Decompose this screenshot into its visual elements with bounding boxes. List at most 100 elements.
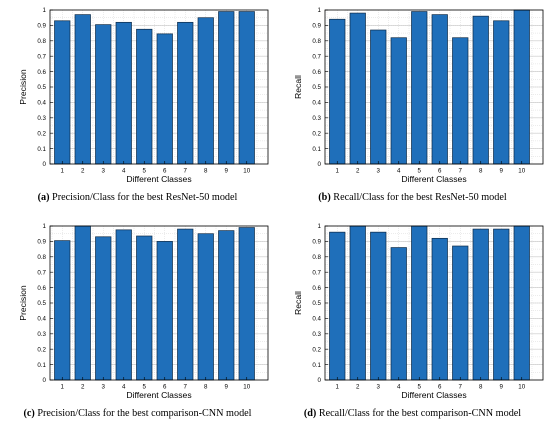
caption-tag-c: (c): [23, 408, 35, 419]
bar-class-6: [431, 14, 448, 165]
bar-class-1: [329, 231, 346, 381]
bar-class-9: [218, 230, 235, 381]
y-axis-label: Recall: [293, 291, 303, 315]
bar-class-4: [390, 247, 407, 381]
y-tick-label: 1: [43, 223, 47, 230]
x-tick-label: 10: [243, 384, 250, 391]
y-tick-label: 0.4: [312, 100, 321, 107]
x-axis-label: Different Classes: [126, 174, 191, 184]
bar-class-4: [390, 37, 407, 165]
y-tick-label: 0.1: [312, 362, 321, 369]
x-tick-label: 2: [356, 168, 360, 175]
bar-class-9: [493, 228, 510, 381]
x-tick-label: 8: [204, 384, 208, 391]
y-tick-label: 0.7: [37, 269, 46, 276]
y-tick-label: 0: [318, 161, 322, 168]
x-tick-label: 3: [102, 168, 106, 175]
y-tick-label: 1: [318, 223, 322, 230]
x-tick-label: 6: [438, 168, 442, 175]
y-tick-label: 0.5: [312, 300, 321, 307]
x-tick-label: 1: [61, 384, 65, 391]
x-tick-label: 4: [122, 168, 126, 175]
y-tick-label: 0: [43, 161, 47, 168]
caption-tag-d: (d): [303, 408, 317, 419]
x-tick-label: 4: [122, 384, 126, 391]
y-tick-label: 0.1: [37, 146, 46, 153]
y-tick-label: 0.8: [312, 254, 321, 261]
y-tick-label: 1: [318, 7, 322, 14]
y-tick-label: 0.4: [37, 100, 46, 107]
caption-text-b: Recall/Class for the best ResNet-50 mode…: [333, 192, 507, 203]
y-tick-label: 0.6: [37, 285, 46, 292]
x-tick-label: 5: [143, 168, 147, 175]
y-tick-label: 0.6: [312, 69, 321, 76]
bar-class-2: [349, 225, 366, 381]
x-tick-label: 1: [336, 168, 340, 175]
bar-class-6: [431, 237, 448, 381]
bar-class-10: [513, 9, 530, 165]
y-tick-label: 0.5: [312, 84, 321, 91]
bar-class-9: [493, 20, 510, 165]
y-tick-label: 0.8: [37, 254, 46, 261]
x-tick-label: 7: [459, 384, 463, 391]
y-tick-label: 0.7: [312, 269, 321, 276]
x-tick-label: 5: [143, 384, 147, 391]
bar-class-4: [115, 21, 132, 165]
panel-d: 0 0.1 0.2 0.3 0.4 0.5 0.6 0.7 0.8 0.9 1 1 2 3 4 5 6 7 8 9 10…: [275, 216, 550, 432]
x-tick-label: 10: [518, 168, 525, 175]
x-tick-label: 9: [225, 384, 229, 391]
bar-class-9: [218, 11, 235, 165]
bar-class-10: [513, 225, 530, 381]
caption-a: (a) Precision/Class for the best ResNet-…: [0, 192, 275, 203]
bar-class-8: [197, 17, 214, 165]
y-tick-label: 0.2: [37, 346, 46, 353]
y-tick-label: 0: [43, 377, 47, 384]
caption-text-a: Precision/Class for the best ResNet-50 m…: [52, 192, 238, 203]
x-tick-label: 2: [81, 168, 85, 175]
bar-class-8: [197, 233, 214, 381]
x-tick-label: 7: [184, 384, 188, 391]
x-tick-label: 3: [102, 384, 106, 391]
bar-class-10: [238, 227, 255, 381]
bar-class-5: [411, 225, 428, 381]
x-tick-label: 9: [500, 168, 504, 175]
y-tick-label: 0.7: [312, 53, 321, 60]
bar-class-3: [370, 231, 387, 381]
caption-text-d: Recall/Class for the best comparison-CNN…: [318, 408, 522, 419]
x-tick-label: 1: [61, 168, 65, 175]
x-tick-label: 2: [356, 384, 360, 391]
caption-tag-a: (a): [37, 192, 50, 203]
y-tick-label: 0.5: [37, 300, 46, 307]
chart-d: 0 0.1 0.2 0.3 0.4 0.5 0.6 0.7 0.8 0.9 1 1 2 3 4 5 6 7 8 9 10…: [293, 223, 544, 400]
x-tick-label: 4: [397, 384, 401, 391]
bar-class-1: [329, 18, 346, 165]
x-tick-label: 5: [418, 384, 422, 391]
y-tick-label: 0.4: [37, 316, 46, 323]
bar-class-4: [115, 229, 132, 381]
y-tick-label: 0.1: [312, 146, 321, 153]
x-tick-label: 10: [243, 168, 250, 175]
y-tick-label: 0.5: [37, 84, 46, 91]
x-axis-label: Different Classes: [401, 390, 466, 400]
x-tick-label: 5: [418, 168, 422, 175]
x-tick-label: 3: [377, 168, 381, 175]
x-tick-label: 8: [204, 168, 208, 175]
bar-class-1: [54, 240, 71, 381]
y-tick-label: 0.2: [312, 130, 321, 137]
y-tick-label: 0.2: [37, 130, 46, 137]
bar-class-6: [156, 33, 173, 165]
chart-c: 0 0.1 0.2 0.3 0.4 0.5 0.6 0.7 0.8 0.9 1 1 2 3 4 5 6 7 8 9 10…: [18, 223, 269, 400]
y-axis-label: Precision: [18, 69, 28, 105]
y-tick-label: 1: [43, 7, 47, 14]
y-tick-label: 0.9: [312, 239, 321, 246]
bar-class-8: [472, 15, 489, 165]
y-tick-label: 0.3: [37, 331, 46, 338]
panel-c: 0 0.1 0.2 0.3 0.4 0.5 0.6 0.7 0.8 0.9 1 1 2 3 4 5 6 7 8 9 10…: [0, 216, 275, 432]
panel-b: 0 0.1 0.2 0.3 0.4 0.5 0.6 0.7 0.8 0.9 1 1 2 3 4 5 6 7 8 9 10…: [275, 0, 550, 216]
x-axis-label: Different Classes: [401, 174, 466, 184]
x-tick-label: 7: [459, 168, 463, 175]
y-tick-label: 0.8: [37, 38, 46, 45]
x-tick-label: 7: [184, 168, 188, 175]
y-tick-label: 0.2: [312, 346, 321, 353]
caption-tag-b: (b): [318, 192, 331, 203]
